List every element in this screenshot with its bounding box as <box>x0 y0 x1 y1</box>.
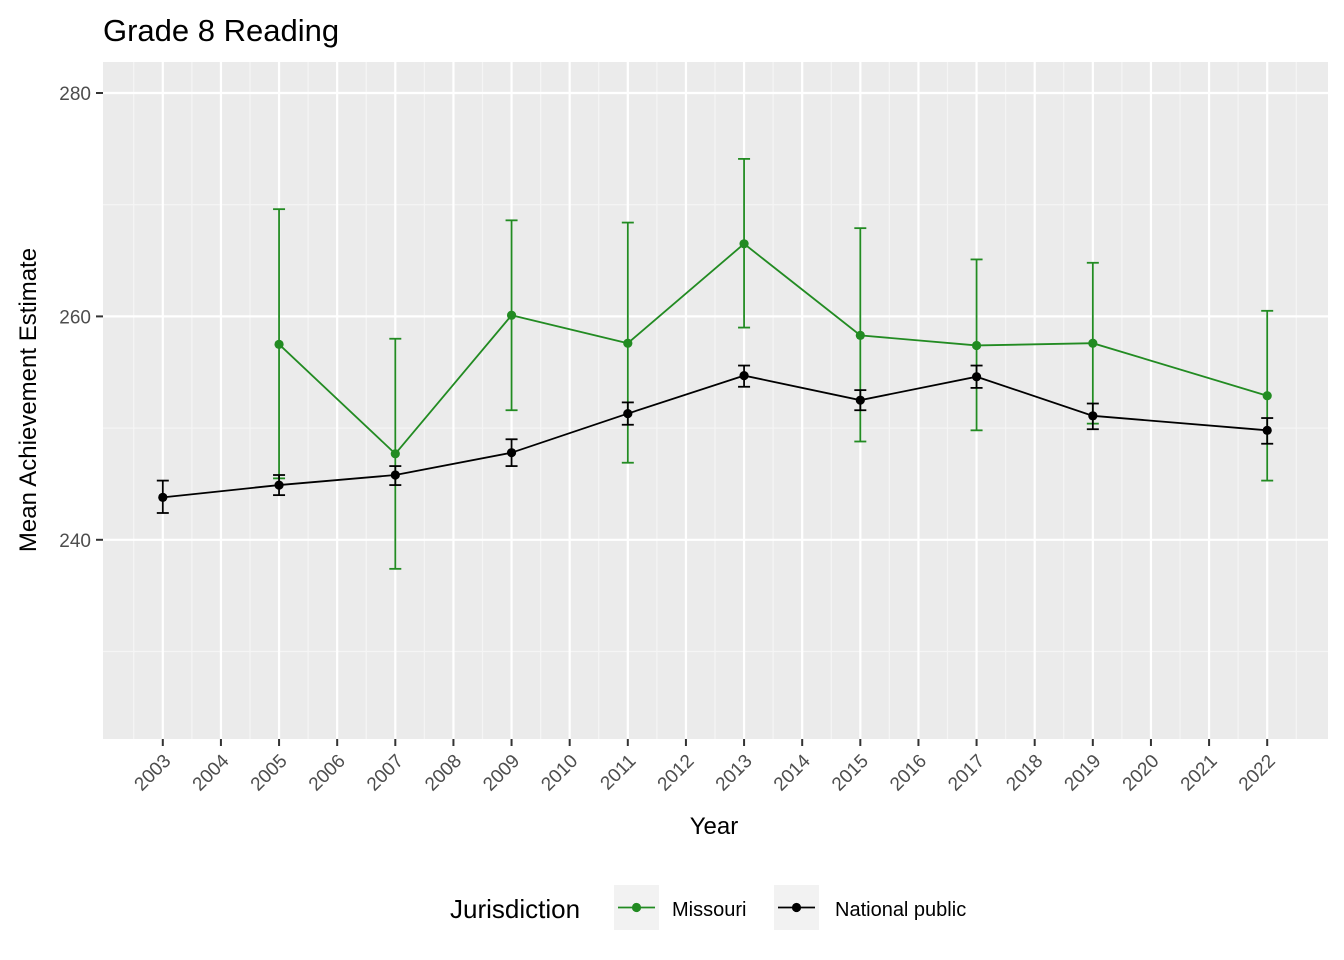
legend-label-missouri: Missouri <box>672 899 746 921</box>
data-point <box>274 480 284 490</box>
legend-key-point <box>791 902 802 913</box>
series-line <box>162 374 1268 499</box>
x-tick-label: 2016 <box>886 751 931 796</box>
y-tick-label: 240 <box>59 531 91 552</box>
x-tick-label: 2021 <box>1177 751 1222 796</box>
data-point <box>274 339 284 349</box>
x-tick-label: 2006 <box>305 751 350 796</box>
data-point <box>506 448 517 458</box>
x-tick-label: 2022 <box>1235 751 1280 796</box>
chart-title: Grade 8 Reading <box>103 13 339 48</box>
data-point <box>623 338 633 348</box>
data-point <box>1088 411 1098 421</box>
legend-keys <box>614 885 819 930</box>
y-tick-label: 260 <box>59 307 91 328</box>
x-tick-label: 2009 <box>479 751 524 796</box>
legend-label-national-public: National public <box>835 899 966 921</box>
x-tick-label: 2014 <box>770 750 815 795</box>
data-point <box>158 492 168 502</box>
legend-title: Jurisdiction <box>450 894 580 924</box>
data-point <box>1088 338 1098 348</box>
x-tick-label: 2013 <box>712 751 757 796</box>
legend: Jurisdiction Missouri National public <box>450 885 966 930</box>
x-tick-label: 2011 <box>597 751 641 795</box>
series-layer <box>156 158 1274 570</box>
data-point <box>506 310 517 320</box>
data-point <box>390 470 400 480</box>
y-axis-title: Mean Achievement Estimate <box>15 248 42 552</box>
grid-lines <box>103 62 1328 739</box>
x-axis-title: Year <box>690 813 739 840</box>
x-tick-label: 2020 <box>1119 751 1164 796</box>
x-tick-label: 2007 <box>363 751 408 796</box>
series-national-public <box>156 364 1274 514</box>
data-point <box>739 371 749 381</box>
x-tick-label: 2018 <box>1002 751 1047 796</box>
x-tick-label: 2019 <box>1061 751 1106 796</box>
x-tick-label: 2017 <box>944 751 989 796</box>
data-point <box>855 330 865 340</box>
x-tick-label: 2005 <box>247 751 292 796</box>
data-point <box>1262 425 1272 435</box>
legend-key-point <box>631 902 642 913</box>
data-point <box>390 449 400 459</box>
x-tick-label: 2010 <box>537 751 582 796</box>
x-tick-label: 2004 <box>189 750 234 795</box>
data-point <box>855 395 865 405</box>
data-point <box>739 239 749 249</box>
data-point <box>1262 391 1272 401</box>
x-tick-label: 2003 <box>131 751 176 796</box>
x-tick-label: 2012 <box>654 751 699 796</box>
x-tick-label: 2008 <box>421 751 466 796</box>
data-point <box>971 372 982 382</box>
x-tick-label: 2015 <box>828 751 873 796</box>
data-point <box>971 340 982 351</box>
y-tick-label: 280 <box>59 84 91 105</box>
data-point <box>623 408 633 419</box>
